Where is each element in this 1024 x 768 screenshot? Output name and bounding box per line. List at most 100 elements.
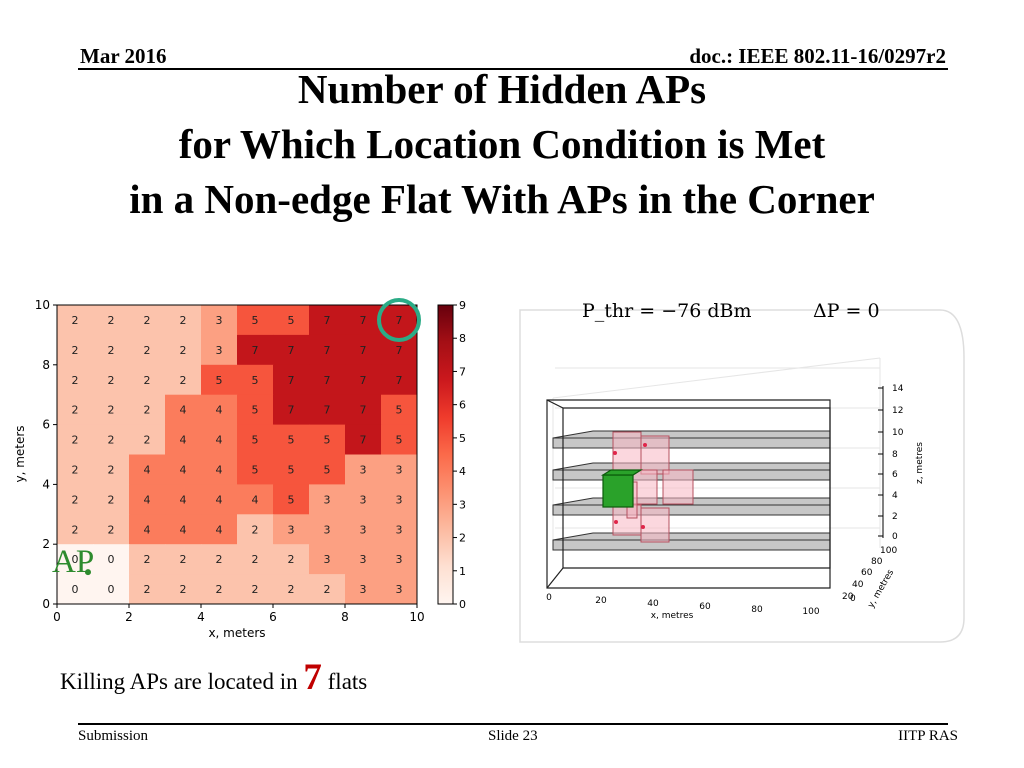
heatmap-cell: [129, 574, 166, 605]
heatmap-cell-label: 4: [216, 434, 223, 447]
colorbar-tick-label: 7: [459, 365, 466, 378]
heatmap-cell: [93, 574, 130, 605]
x-tick-label: 4: [197, 610, 205, 624]
heatmap-cell: [93, 484, 130, 515]
heatmap-cell-label: 5: [252, 374, 259, 387]
heatmap-cell: [345, 364, 382, 396]
heatmap-cell-label: 3: [216, 314, 223, 327]
z-tick-0: 0: [892, 532, 898, 542]
footer-submission: Submission: [78, 728, 149, 744]
heatmap-cell-label: 2: [144, 583, 151, 596]
heatmap-ylabel: y, meters: [13, 425, 27, 482]
y-tick-20: 20: [842, 592, 854, 602]
heatmap-cell-label: 3: [288, 523, 295, 536]
heatmap-cell: [273, 484, 310, 515]
heatmap-frame: [56, 304, 418, 605]
heatmap-cell-label: 3: [396, 463, 403, 476]
x-tick-80: 80: [751, 605, 763, 615]
heatmap-cell: [165, 454, 202, 485]
heatmap-cell-label: 3: [216, 344, 223, 357]
heatmap-cell-label: 2: [108, 463, 115, 476]
killing-note-suffix: flats: [327, 669, 368, 694]
heatmap-cell-label: 4: [216, 463, 223, 476]
z-tick-4: 4: [892, 491, 898, 501]
heatmap-cell-label: 4: [144, 523, 151, 536]
heatmap-cell: [201, 364, 238, 396]
heatmap-cell-label: 5: [396, 434, 403, 447]
x-tick-label: 8: [341, 610, 349, 624]
heatmap-cell: [381, 305, 418, 336]
heatmap-cell: [345, 305, 382, 336]
delta-p-equation: ΔP = 0: [813, 300, 880, 322]
heatmap-cell-label: 5: [288, 463, 295, 476]
heatmap-cell-label: 7: [360, 314, 367, 327]
heatmap-cell-label: 2: [144, 404, 151, 417]
footer-organization: IITP RAS: [898, 728, 958, 744]
heatmap-cell: [165, 514, 202, 545]
heatmap-cell-label: 7: [324, 404, 331, 417]
x-tick-label: 2: [125, 610, 133, 624]
plot3d-grid: [552, 357, 881, 548]
heatmap-cell-label: 2: [288, 583, 295, 596]
heatmap-cell-label: 2: [72, 404, 79, 417]
heatmap-cell: [381, 364, 418, 396]
heatmap-cell: [345, 424, 382, 455]
heatmap-cell: [237, 424, 274, 455]
heatmap-cell: [93, 544, 130, 575]
heatmap-cell: [201, 305, 238, 336]
heatmap-cell-label: 4: [180, 493, 187, 506]
heatmap-cell-label: 3: [360, 553, 367, 566]
heatmap-colorbar: [437, 304, 454, 605]
heatmap-cell-label: 2: [108, 434, 115, 447]
title-line-1: Number of Hidden APs: [297, 66, 707, 112]
hidden-ap-heatmap: 2 2 2 2 3 5 5 7 7 7 2 2 2 2 3 7 7 7 7 7 2 2 2 2 5 5 7 7 7 7 2 2 2 4 4 5 7 7 7 5…: [13, 297, 466, 640]
heatmap-cell-label: 4: [180, 404, 187, 417]
heatmap-cell: [129, 364, 166, 396]
heatmap-cell: [129, 514, 166, 545]
slide-title: Number of Hidden APs for Which Location …: [0, 62, 1004, 227]
heatmap-cell: [57, 364, 94, 396]
z-tick-2: 2: [892, 512, 898, 522]
heatmap-cell: [57, 394, 94, 426]
x-tick-label: 0: [53, 610, 61, 624]
heatmap-cell-label: 4: [216, 493, 223, 506]
heatmap-cell-label: 2: [72, 374, 79, 387]
heatmap-cell-label: 2: [144, 434, 151, 447]
y-tick-0: 0: [850, 594, 856, 604]
footer-slide-number: Slide 23: [488, 728, 538, 744]
y-tick-40: 40: [852, 580, 864, 590]
heatmap-cell: [273, 424, 310, 455]
heatmap-cell: [129, 334, 166, 366]
heatmap-cell-label: 2: [72, 493, 79, 506]
heatmap-cell: [129, 394, 166, 426]
heatmap-cell: [273, 454, 310, 485]
heatmap-cell-label: 2: [144, 374, 151, 387]
heatmap-cell: [345, 454, 382, 485]
heatmap-cell-label: 7: [360, 404, 367, 417]
heatmap-cell: [165, 544, 202, 575]
heatmap-cell: [309, 394, 346, 426]
heatmap-cell-label: 5: [288, 434, 295, 447]
heatmap-cell-label: 4: [216, 404, 223, 417]
heatmap-cell: [201, 394, 238, 426]
heatmap-cell-label: 2: [324, 583, 331, 596]
x-tick-60: 60: [699, 602, 711, 612]
heatmap-cell: [129, 544, 166, 575]
heatmap-cell-label: 0: [108, 583, 115, 596]
colorbar-tick-label: 8: [459, 332, 466, 345]
heatmap-cell: [345, 484, 382, 515]
heatmap-cell: [237, 484, 274, 515]
y-tick-100: 100: [880, 546, 897, 556]
heatmap-cell-label: 2: [288, 553, 295, 566]
building-3d-plot: 14 12 10 8 6 4 2 0 z, metres 0 20 40 60 …: [519, 309, 965, 643]
heatmap-cell: [57, 424, 94, 455]
heatmap-cell: [381, 484, 418, 515]
z-tick-6: 6: [892, 470, 898, 480]
heatmap-cell: [201, 484, 238, 515]
heatmap-cell: [273, 364, 310, 396]
z-axis: [878, 386, 884, 538]
building-box: [546, 399, 831, 589]
heatmap-cell-label: 3: [360, 463, 367, 476]
heatmap-cell-label: 7: [288, 374, 295, 387]
heatmap-cell-label: 7: [324, 344, 331, 357]
